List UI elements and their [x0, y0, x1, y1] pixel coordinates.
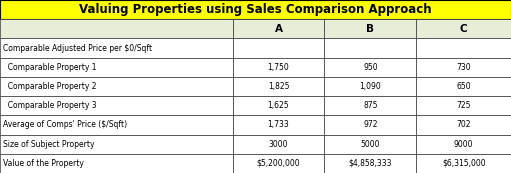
Text: 3000: 3000: [269, 140, 288, 149]
Text: Value of the Property: Value of the Property: [3, 159, 83, 168]
Text: $5,200,000: $5,200,000: [257, 159, 300, 168]
Bar: [0, 115, 233, 135]
Bar: [0, 154, 233, 173]
Bar: [233, 58, 324, 77]
Text: 1,750: 1,750: [268, 63, 289, 72]
Bar: [233, 77, 324, 96]
Bar: [0, 135, 233, 154]
Bar: [416, 58, 511, 77]
Text: Comparable Property 2: Comparable Property 2: [3, 82, 96, 91]
Text: B: B: [366, 24, 375, 34]
Text: 1,625: 1,625: [268, 101, 289, 110]
Bar: [233, 96, 324, 115]
Text: 1,090: 1,090: [360, 82, 381, 91]
Bar: [0, 77, 233, 96]
Text: Valuing Properties using Sales Comparison Approach: Valuing Properties using Sales Compariso…: [79, 3, 432, 16]
Text: 972: 972: [363, 120, 378, 129]
Text: 650: 650: [456, 82, 471, 91]
Text: 5000: 5000: [361, 140, 380, 149]
Bar: [416, 77, 511, 96]
Bar: [416, 96, 511, 115]
Bar: [324, 58, 416, 77]
Text: 9000: 9000: [454, 140, 474, 149]
Bar: [324, 115, 416, 135]
Text: Average of Comps' Price ($/Sqft): Average of Comps' Price ($/Sqft): [3, 120, 127, 129]
Bar: [324, 96, 416, 115]
Text: 950: 950: [363, 63, 378, 72]
Text: $4,858,333: $4,858,333: [349, 159, 392, 168]
Text: 875: 875: [363, 101, 378, 110]
Text: 730: 730: [456, 63, 471, 72]
Bar: [0, 0, 511, 19]
Bar: [416, 19, 511, 38]
Bar: [233, 38, 324, 58]
Bar: [416, 154, 511, 173]
Bar: [233, 115, 324, 135]
Bar: [233, 19, 324, 38]
Text: $6,315,000: $6,315,000: [442, 159, 485, 168]
Text: Comparable Property 1: Comparable Property 1: [3, 63, 96, 72]
Text: C: C: [460, 24, 468, 34]
Text: 1,733: 1,733: [268, 120, 289, 129]
Bar: [416, 135, 511, 154]
Bar: [324, 19, 416, 38]
Text: Size of Subject Property: Size of Subject Property: [3, 140, 94, 149]
Text: 702: 702: [456, 120, 471, 129]
Text: Comparable Property 3: Comparable Property 3: [3, 101, 96, 110]
Bar: [324, 77, 416, 96]
Bar: [416, 115, 511, 135]
Bar: [0, 19, 233, 38]
Bar: [324, 135, 416, 154]
Bar: [0, 96, 233, 115]
Bar: [0, 38, 233, 58]
Text: 725: 725: [456, 101, 471, 110]
Bar: [0, 58, 233, 77]
Bar: [324, 38, 416, 58]
Bar: [324, 154, 416, 173]
Text: Comparable Adjusted Price per $0/Sqft: Comparable Adjusted Price per $0/Sqft: [3, 44, 152, 53]
Text: 1,825: 1,825: [268, 82, 289, 91]
Bar: [416, 38, 511, 58]
Bar: [233, 154, 324, 173]
Bar: [233, 135, 324, 154]
Text: A: A: [274, 24, 283, 34]
